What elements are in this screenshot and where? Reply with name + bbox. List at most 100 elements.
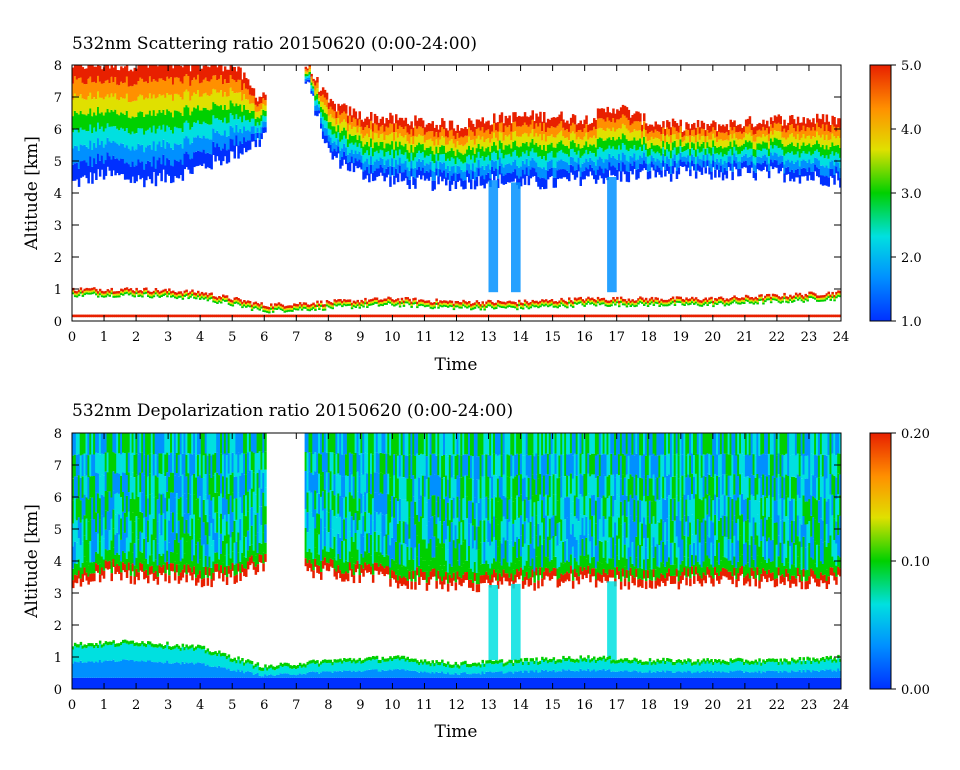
scattering-boundary-layer-cell (122, 291, 125, 294)
depolarization-cloud-cell (133, 499, 136, 522)
scattering-cloud-cell (364, 170, 367, 179)
scattering-cloud-cell (264, 94, 267, 101)
scattering-boundary-layer-cell (508, 300, 511, 304)
scattering-boundary-layer-cell (231, 300, 235, 303)
scattering-cloud-cell (562, 160, 565, 170)
scattering-boundary-layer-cell (383, 314, 386, 318)
scattering-boundary-layer-cell (495, 307, 498, 309)
scattering-cloud-cell (544, 169, 548, 180)
depolarization-cloud-edge-cell (116, 563, 119, 572)
scattering-boundary-layer-cell (493, 307, 496, 310)
scattering-cloud-cell (766, 157, 769, 165)
x-tick-label: 4 (196, 330, 204, 345)
depolarization-cloud-cell (95, 551, 98, 564)
scattering-cloud-cell (229, 125, 233, 139)
scattering-cloud-cell (700, 120, 704, 129)
scattering-boundary-layer-cell (172, 295, 175, 297)
scattering-boundary-layer-cell (356, 302, 359, 305)
scattering-boundary-layer-cell (152, 293, 156, 296)
scattering-boundary-layer-cell (521, 305, 525, 308)
scattering-cloud-cell (491, 152, 494, 160)
depolarization-cloud-cell (133, 565, 136, 577)
scattering-boundary-layer-cell (602, 302, 606, 305)
scattering-cloud-cell (310, 82, 313, 86)
scattering-cloud-cell (127, 148, 131, 165)
scattering-cloud-cell (214, 75, 217, 90)
scattering-cloud-cell (571, 140, 575, 149)
scattering-cloud-cell (796, 160, 800, 169)
scattering-boundary-layer-cell (229, 314, 233, 318)
scattering-boundary-layer-cell (654, 301, 657, 304)
scattering-cloud-cell (246, 140, 250, 151)
scattering-boundary-layer-cell (764, 295, 767, 299)
scattering-cloud-cell (502, 176, 506, 185)
scattering-boundary-layer-cell (806, 314, 809, 318)
scattering-cloud-cell (222, 109, 225, 123)
scattering-cloud-cell (635, 140, 638, 151)
scattering-cloud-cell (187, 107, 190, 123)
scattering-boundary-layer-cell (260, 302, 263, 305)
scattering-cloud-cell (220, 90, 223, 106)
scattering-cloud-cell (498, 148, 502, 158)
scattering-cloud-cell (600, 148, 604, 159)
scattering-boundary-layer-cell (487, 302, 490, 305)
scattering-cloud-cell (596, 169, 600, 180)
scattering-boundary-layer-cell (218, 314, 221, 318)
scattering-boundary-layer-cell (241, 314, 244, 318)
scattering-cloud-cell (125, 110, 129, 128)
scattering-cloud-cell (193, 77, 196, 93)
scattering-boundary-layer-cell (725, 302, 729, 305)
scattering-boundary-layer-cell (246, 314, 250, 318)
scattering-boundary-layer-cell (506, 305, 509, 308)
scattering-cloud-cell (767, 148, 771, 156)
scattering-boundary-layer-cell (618, 314, 621, 318)
scattering-boundary-layer-cell (396, 314, 400, 318)
scattering-cloud-cell (748, 140, 752, 149)
scattering-cloud-cell (519, 156, 523, 167)
scattering-boundary-layer-cell (587, 299, 590, 302)
scattering-cloud-cell (833, 165, 836, 175)
scattering-cloud-cell (427, 164, 431, 173)
scattering-cloud-cell (137, 96, 140, 113)
scattering-boundary-layer-cell (835, 314, 838, 318)
scattering-cloud-cell (212, 128, 215, 142)
scattering-boundary-layer-cell (541, 301, 544, 304)
scattering-cloud-cell (739, 139, 742, 147)
depolarization-cloud-edge-cell (104, 560, 108, 569)
scattering-cloud-cell (218, 106, 221, 120)
scattering-cloud-cell (81, 114, 85, 130)
scattering-boundary-layer-cell (739, 298, 742, 301)
scattering-cloud-cell (229, 87, 233, 101)
scattering-cloud-cell (170, 94, 173, 113)
scattering-boundary-layer-cell (727, 314, 731, 318)
scattering-cloud-cell (725, 170, 729, 179)
scattering-boundary-layer-cell (764, 298, 767, 301)
scattering-cloud-cell (252, 103, 256, 111)
scattering-boundary-layer-cell (666, 299, 669, 303)
scattering-cloud-cell (470, 130, 473, 141)
scattering-boundary-layer-cell (350, 314, 354, 318)
scattering-cloud-cell (129, 118, 133, 135)
scattering-cloud-cell (783, 119, 786, 129)
scattering-boundary-layer-cell (145, 287, 148, 291)
scattering-cloud-cell (245, 78, 248, 89)
scattering-boundary-layer-cell (72, 292, 75, 295)
scattering-boundary-layer-cell (719, 314, 723, 318)
depolarization-cloud-cell (154, 559, 158, 571)
scattering-cloud-cell (664, 156, 667, 163)
scattering-cloud-cell (454, 147, 458, 156)
scattering-boundary-layer-cell (246, 302, 250, 305)
scattering-cloud-cell (656, 165, 659, 173)
scattering-boundary-layer-cell (300, 306, 304, 309)
scattering-cloud-cell (737, 154, 740, 162)
scattering-boundary-layer-cell (343, 303, 346, 306)
scattering-boundary-layer-cell (439, 300, 442, 303)
scattering-cloud-cell (158, 65, 161, 79)
scattering-cloud-cell (804, 138, 807, 146)
scattering-cloud-cell (91, 166, 94, 184)
scattering-cloud-cell (245, 141, 248, 153)
depolarization-cloud-cell (137, 475, 140, 497)
scattering-boundary-layer-cell (379, 314, 383, 318)
depolarization-cloud-cell (93, 476, 96, 498)
scattering-boundary-layer-cell (573, 314, 577, 318)
